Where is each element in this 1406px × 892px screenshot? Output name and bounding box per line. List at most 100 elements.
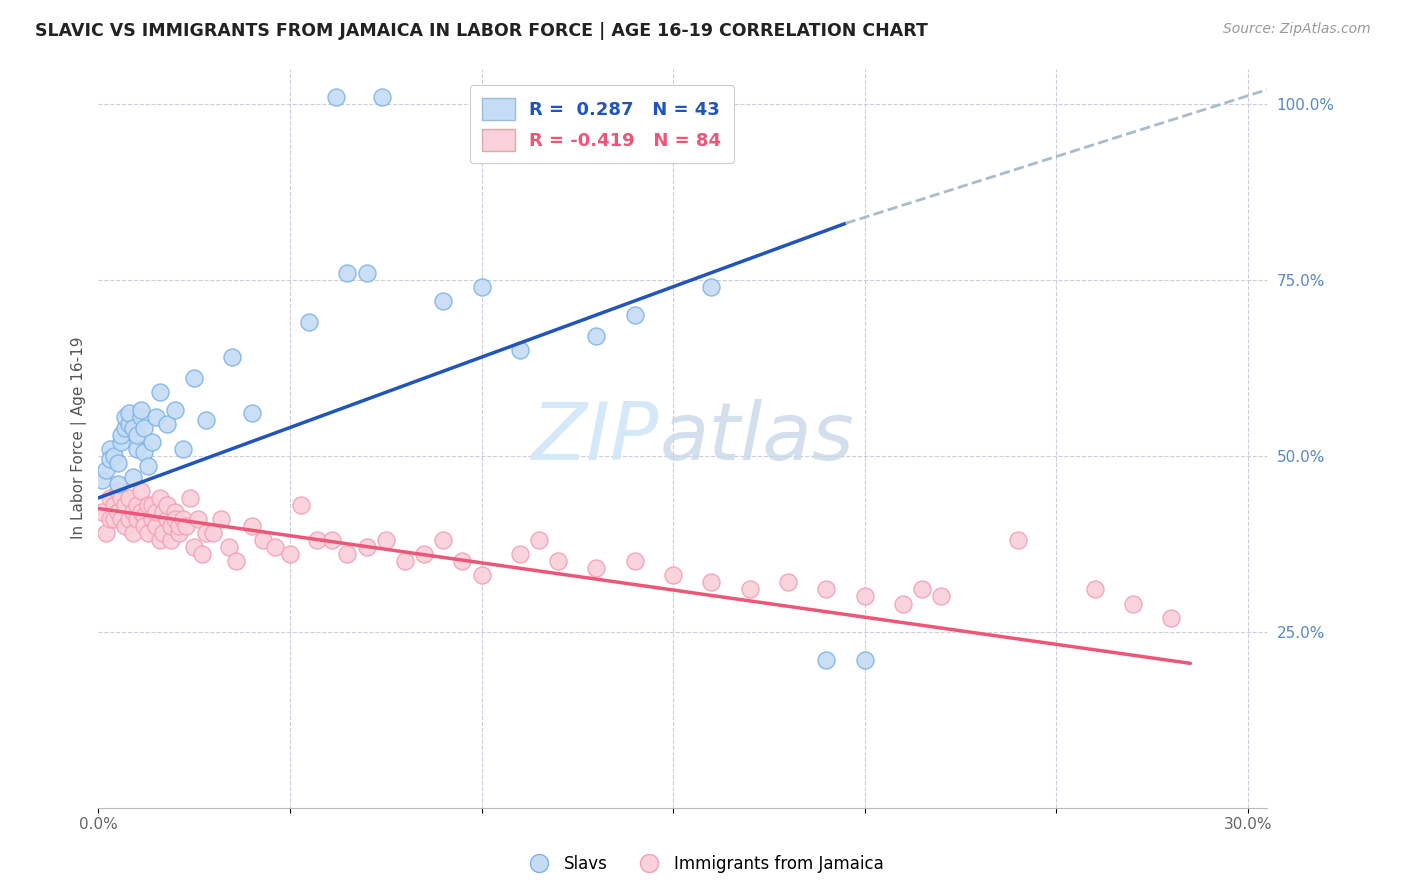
- Legend: R =  0.287   N = 43, R = -0.419   N = 84: R = 0.287 N = 43, R = -0.419 N = 84: [470, 85, 734, 163]
- Point: [183, 371, 205, 385]
- Point: [121, 420, 143, 434]
- Point: [125, 498, 148, 512]
- Point: [853, 653, 876, 667]
- Point: [107, 476, 129, 491]
- Point: [98, 512, 121, 526]
- Point: [149, 533, 172, 548]
- Point: [252, 533, 274, 548]
- Point: [585, 561, 607, 575]
- Point: [172, 442, 194, 456]
- Point: [103, 498, 125, 512]
- Point: [107, 456, 129, 470]
- Point: [118, 407, 141, 421]
- Point: [98, 452, 121, 467]
- Point: [121, 505, 143, 519]
- Point: [160, 533, 183, 548]
- Point: [356, 540, 378, 554]
- Point: [374, 533, 396, 548]
- Point: [141, 498, 163, 512]
- Point: [176, 519, 198, 533]
- Point: [1122, 597, 1144, 611]
- Point: [371, 89, 394, 103]
- Point: [152, 505, 174, 519]
- Point: [432, 293, 454, 308]
- Point: [191, 547, 214, 561]
- Point: [413, 547, 436, 561]
- Text: Source: ZipAtlas.com: Source: ZipAtlas.com: [1223, 22, 1371, 37]
- Point: [98, 491, 121, 505]
- Point: [114, 409, 136, 424]
- Point: [700, 279, 723, 293]
- Point: [527, 533, 550, 548]
- Point: [114, 519, 136, 533]
- Point: [356, 266, 378, 280]
- Point: [290, 498, 312, 512]
- Point: [509, 547, 531, 561]
- Point: [183, 540, 205, 554]
- Point: [853, 590, 876, 604]
- Point: [778, 575, 800, 590]
- Point: [121, 526, 143, 541]
- Point: [118, 417, 141, 431]
- Point: [134, 519, 156, 533]
- Point: [114, 498, 136, 512]
- Point: [118, 491, 141, 505]
- Point: [738, 582, 761, 597]
- Point: [156, 498, 179, 512]
- Text: SLAVIC VS IMMIGRANTS FROM JAMAICA IN LABOR FORCE | AGE 16-19 CORRELATION CHART: SLAVIC VS IMMIGRANTS FROM JAMAICA IN LAB…: [35, 22, 928, 40]
- Point: [136, 526, 159, 541]
- Point: [911, 582, 934, 597]
- Point: [149, 385, 172, 400]
- Point: [129, 403, 152, 417]
- Point: [194, 526, 217, 541]
- Point: [118, 512, 141, 526]
- Point: [815, 582, 838, 597]
- Point: [107, 505, 129, 519]
- Point: [110, 491, 132, 505]
- Point: [547, 554, 569, 568]
- Point: [187, 512, 209, 526]
- Point: [141, 434, 163, 449]
- Point: [103, 449, 125, 463]
- Point: [240, 519, 263, 533]
- Point: [325, 89, 347, 103]
- Point: [1160, 610, 1182, 624]
- Point: [134, 508, 156, 523]
- Point: [121, 470, 143, 484]
- Point: [110, 427, 132, 442]
- Point: [509, 343, 531, 357]
- Point: [172, 512, 194, 526]
- Point: [305, 533, 328, 548]
- Point: [129, 483, 152, 498]
- Point: [194, 413, 217, 427]
- Point: [152, 526, 174, 541]
- Point: [1007, 533, 1029, 548]
- Point: [149, 491, 172, 505]
- Point: [240, 407, 263, 421]
- Point: [110, 434, 132, 449]
- Point: [156, 417, 179, 431]
- Point: [263, 540, 285, 554]
- Text: atlas: atlas: [659, 399, 853, 477]
- Point: [103, 512, 125, 526]
- Y-axis label: In Labor Force | Age 16-19: In Labor Force | Age 16-19: [72, 337, 87, 540]
- Point: [129, 505, 152, 519]
- Point: [605, 89, 627, 103]
- Point: [160, 519, 183, 533]
- Point: [91, 473, 114, 487]
- Point: [136, 498, 159, 512]
- Point: [125, 442, 148, 456]
- Point: [278, 547, 301, 561]
- Point: [209, 512, 232, 526]
- Point: [145, 409, 167, 424]
- Point: [298, 315, 321, 329]
- Point: [202, 526, 225, 541]
- Point: [129, 409, 152, 424]
- Point: [623, 308, 645, 322]
- Point: [167, 526, 190, 541]
- Point: [593, 89, 616, 103]
- Point: [110, 512, 132, 526]
- Legend: Slavs, Immigrants from Jamaica: Slavs, Immigrants from Jamaica: [516, 848, 890, 880]
- Point: [179, 491, 201, 505]
- Point: [623, 554, 645, 568]
